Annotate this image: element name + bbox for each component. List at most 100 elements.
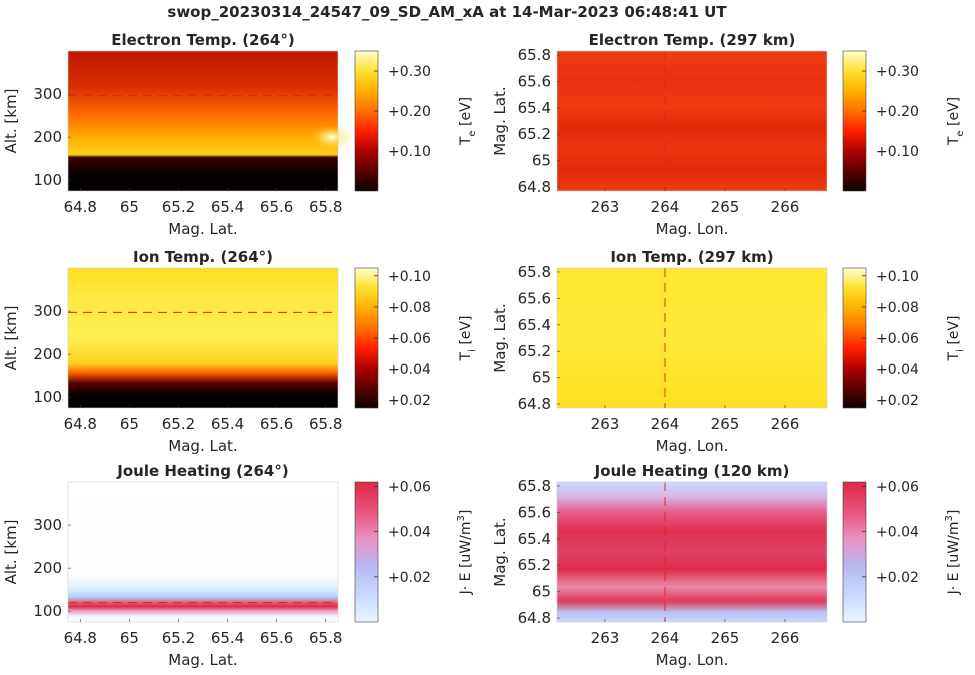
colorbar-tick-label: +0.30: [388, 64, 431, 80]
panel-4: 263 264 265 266 64.8 65 65.2 65.4 65.6 65.8 Ion Te…: [491, 248, 966, 455]
y-tick-label: 65.8: [518, 46, 551, 64]
y-tick-label: 200: [33, 128, 62, 146]
y-tick-label: 200: [33, 559, 62, 577]
colorbar-frame: [354, 481, 379, 623]
heatmap-image: [557, 482, 827, 622]
x-tick-label: 265: [711, 415, 740, 433]
colorbar-label: Te [eV]: [946, 97, 966, 146]
y-tick-label: 300: [33, 516, 62, 534]
colorbar-label-subscript: i: [467, 349, 478, 352]
colorbar-label-main: T: [458, 351, 474, 361]
colorbar-tick-label: +0.10: [388, 144, 431, 160]
panel-6: 263 264 265 266 64.8 65 65.2 65.4 65.6 65.8 Joule …: [491, 462, 962, 669]
colorbar-tick-label: +0.08: [876, 300, 919, 316]
x-tick-label: 65: [120, 629, 139, 647]
colorbar-label-unit: [eV]: [458, 97, 474, 131]
x-tick-label: 265: [711, 629, 740, 647]
x-tick-label: 263: [591, 415, 620, 433]
colorbar-label-superscript: 3: [944, 515, 955, 521]
x-tick-label: 264: [651, 415, 680, 433]
y-tick-label: 65.4: [518, 316, 551, 334]
x-tick-label: 263: [591, 198, 620, 216]
colorbar-label-superscript: 3: [456, 515, 467, 521]
y-tick-label: 65.6: [518, 503, 551, 521]
y-tick-label: 100: [33, 171, 62, 189]
y-tick-label: 65: [532, 369, 551, 387]
colorbar-tick-label: +0.10: [876, 269, 919, 285]
y-tick-label: 100: [33, 388, 62, 406]
colorbar-tick-label: +0.04: [876, 525, 919, 541]
y-tick-label: 65.2: [518, 125, 551, 143]
colorbar: +0.02 +0.04 +0.06 J· E [uW/m3]: [354, 480, 474, 623]
colorbar-label-subscript: i: [955, 349, 966, 352]
x-axis-label: Mag. Lat.: [168, 220, 237, 238]
panel-1: 64.8 65 65.2 65.4 65.6 65.8 100 200 300 Electron …: [2, 31, 478, 238]
y-tick-label: 65.6: [518, 289, 551, 307]
colorbar-label-main: T: [946, 136, 962, 146]
colorbar: +0.02 +0.04 +0.06 +0.08 +0.10 Ti [eV]: [842, 267, 966, 409]
colorbar-frame: [842, 481, 867, 623]
axes-frame: [67, 481, 339, 623]
y-tick-label: 300: [33, 302, 62, 320]
colorbar-label-main: T: [458, 136, 474, 146]
panel-title: Ion Temp. (297 km): [610, 248, 773, 266]
colorbar-label-main: J· E [uW/m: [946, 521, 962, 595]
axes-frame: [556, 50, 828, 192]
heatmap-image: [557, 268, 827, 408]
x-axis-label: Mag. Lon.: [656, 651, 729, 669]
y-tick-label: 65: [532, 152, 551, 170]
x-axis-label: Mag. Lon.: [656, 220, 729, 238]
y-axis-label: Alt. [km]: [2, 306, 20, 371]
y-tick-label: 65.2: [518, 342, 551, 360]
x-tick-label: 263: [591, 629, 620, 647]
colorbar-frame: [354, 50, 379, 192]
x-tick-label: 65.4: [211, 415, 244, 433]
y-axis-label: Alt. [km]: [2, 89, 20, 154]
colorbar-tick-label: +0.20: [876, 104, 919, 120]
y-tick-label: 200: [33, 345, 62, 363]
y-axis-label: Alt. [km]: [2, 520, 20, 585]
y-tick-label: 64.8: [518, 609, 551, 627]
x-tick-label: 65.6: [260, 415, 293, 433]
colorbar-label-tail: ]: [458, 510, 474, 515]
y-axis-label: Mag. Lat.: [491, 303, 509, 372]
x-tick-label: 65.4: [211, 198, 244, 216]
axes-frame: [67, 50, 339, 192]
x-axis-label: Mag. Lon.: [656, 437, 729, 455]
axes-frame: [556, 481, 828, 623]
x-tick-label: 65: [120, 415, 139, 433]
x-tick-label: 264: [651, 198, 680, 216]
colorbar: +0.10 +0.20 +0.30 Te [eV]: [842, 50, 966, 192]
colorbar-label-subscript: e: [467, 130, 478, 136]
x-tick-label: 65.8: [309, 629, 342, 647]
colorbar-gradient: [355, 51, 378, 191]
colorbar-label: Ti [eV]: [458, 316, 478, 362]
x-tick-label: 65.2: [162, 629, 195, 647]
y-tick-label: 65.4: [518, 530, 551, 548]
colorbar-tick-label: +0.06: [388, 480, 431, 496]
x-tick-label: 266: [771, 629, 800, 647]
colorbar-tick-label: +0.02: [876, 393, 919, 409]
panel-2: 263 264 265 266 64.8 65 65.2 65.4 65.6 65.8 Electr…: [491, 31, 966, 238]
x-tick-label: 64.8: [64, 198, 97, 216]
colorbar-label: Ti [eV]: [946, 316, 966, 362]
colorbar-tick-label: +0.02: [876, 570, 919, 586]
x-tick-label: 65.4: [211, 629, 244, 647]
x-tick-label: 65.2: [162, 415, 195, 433]
colorbar-tick-label: +0.02: [388, 393, 431, 409]
x-tick-label: 64.8: [64, 415, 97, 433]
heatmap-highlight: [310, 125, 354, 150]
axes-frame: [556, 267, 828, 409]
colorbar-label-unit: [eV]: [946, 316, 962, 350]
colorbar: +0.02 +0.04 +0.06 J· E [uW/m3]: [842, 480, 962, 623]
heatmap-image: [68, 268, 338, 408]
colorbar-label: J· E [uW/m3]: [944, 510, 962, 596]
x-tick-label: 265: [711, 198, 740, 216]
panel-title: Electron Temp. (297 km): [589, 31, 796, 49]
colorbar-tick-label: +0.10: [876, 144, 919, 160]
heatmap-image: [68, 482, 338, 622]
y-axis-label: Mag. Lat.: [491, 86, 509, 155]
colorbar-label-unit: [eV]: [946, 97, 962, 131]
panel-title: Ion Temp. (264°): [133, 248, 273, 266]
